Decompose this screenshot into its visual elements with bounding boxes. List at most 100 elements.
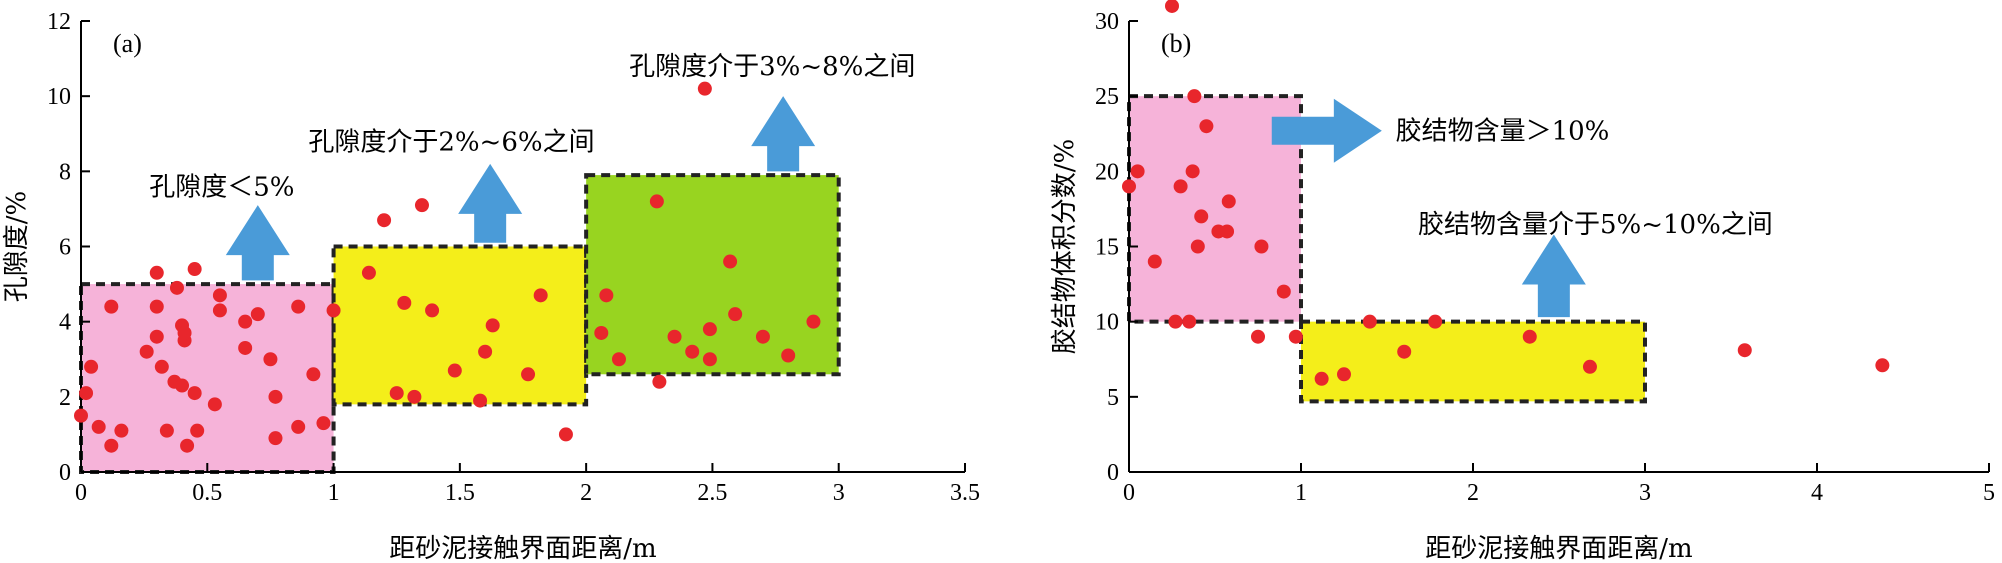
data-point xyxy=(361,265,376,280)
data-point xyxy=(91,419,106,434)
data-point xyxy=(599,288,614,303)
y-axis-title: 胶结物体积分数/% xyxy=(1050,139,1080,354)
data-point xyxy=(649,194,664,209)
data-point xyxy=(389,386,404,401)
data-point xyxy=(212,288,227,303)
data-point xyxy=(1194,209,1209,224)
y-tick-label: 2 xyxy=(59,385,71,411)
data-point xyxy=(238,314,253,329)
data-point xyxy=(154,359,169,374)
data-point xyxy=(238,340,253,355)
data-point xyxy=(1187,89,1202,104)
x-tick-label: 3 xyxy=(833,480,845,506)
data-point xyxy=(1190,239,1205,254)
x-tick-label: 1 xyxy=(1295,480,1307,506)
x-tick-label: 0 xyxy=(1123,480,1135,506)
panel-label: (a) xyxy=(113,29,142,58)
data-point xyxy=(1737,343,1752,358)
data-point xyxy=(1199,119,1214,134)
data-point xyxy=(149,265,164,280)
data-point xyxy=(447,363,462,378)
y-tick-label: 25 xyxy=(1095,84,1119,110)
data-point xyxy=(291,419,306,434)
data-point xyxy=(1522,329,1537,344)
data-point xyxy=(1122,179,1136,194)
data-point xyxy=(1276,284,1291,299)
arrow-right-icon xyxy=(1271,98,1382,163)
data-point xyxy=(104,299,119,314)
y-tick-label: 0 xyxy=(59,460,71,486)
arrow-up-icon xyxy=(1521,234,1586,318)
y-tick-label: 30 xyxy=(1095,9,1119,35)
data-point xyxy=(755,329,770,344)
data-point xyxy=(207,397,222,412)
data-point xyxy=(1875,358,1890,373)
data-point xyxy=(533,288,548,303)
data-point xyxy=(594,325,609,340)
y-tick-label: 4 xyxy=(59,310,71,336)
data-point xyxy=(268,389,283,404)
x-tick-label: 2.5 xyxy=(697,480,727,506)
data-point xyxy=(667,329,682,344)
data-point xyxy=(685,344,700,359)
data-point xyxy=(1130,164,1145,179)
data-point xyxy=(187,386,202,401)
data-point xyxy=(187,262,202,277)
data-point xyxy=(806,314,821,329)
data-point xyxy=(702,322,717,337)
data-point xyxy=(1185,164,1200,179)
data-point xyxy=(611,352,626,367)
data-point xyxy=(1288,329,1303,344)
x-tick-label: 2 xyxy=(580,480,592,506)
data-point xyxy=(74,408,88,423)
data-point xyxy=(1165,0,1179,13)
data-point xyxy=(263,352,278,367)
data-point xyxy=(177,325,192,340)
data-point xyxy=(149,299,164,314)
panel-a: 0 0.5 1 1.5 2 2.5 3 3.5 0 2 4 6 8 10 12 距砂泥接触界面距离/m 孔隙度/… xyxy=(2,9,980,563)
data-point xyxy=(1168,314,1183,329)
y-axis-title: 孔隙度/% xyxy=(2,191,32,302)
data-point xyxy=(250,307,265,322)
data-point xyxy=(212,303,227,318)
data-point xyxy=(1147,254,1162,269)
x-axis-title: 距砂泥接触界面距离/m xyxy=(389,534,656,563)
data-point xyxy=(1397,344,1412,359)
arrow-up-icon xyxy=(225,205,290,281)
data-point xyxy=(702,352,717,367)
data-point xyxy=(1173,179,1188,194)
data-point xyxy=(558,427,573,442)
data-point xyxy=(114,423,129,438)
data-point xyxy=(306,367,321,382)
data-point xyxy=(781,348,796,363)
data-point xyxy=(159,423,174,438)
data-point xyxy=(407,389,422,404)
data-point xyxy=(149,329,164,344)
data-point xyxy=(175,378,190,393)
x-tick-label: 3 xyxy=(1639,480,1651,506)
data-point xyxy=(139,344,154,359)
annotation-text: 孔隙度介于3%~8%之间 xyxy=(629,52,915,82)
panel-label: (b) xyxy=(1161,29,1191,58)
x-tick-label: 0.5 xyxy=(192,480,222,506)
annotation-text: 胶结物含量＞10% xyxy=(1396,117,1610,147)
data-point xyxy=(1582,359,1597,374)
zone-box xyxy=(584,173,841,377)
annotation-text: 孔隙度＜5% xyxy=(149,172,294,202)
data-point xyxy=(169,280,184,295)
annotation-text: 孔隙度介于2%~6%之间 xyxy=(308,127,594,157)
data-point xyxy=(425,303,440,318)
x-tick-label: 2 xyxy=(1467,480,1479,506)
x-tick-label: 5 xyxy=(1983,480,1995,506)
data-point xyxy=(84,359,99,374)
data-point xyxy=(1337,367,1351,382)
data-point xyxy=(1362,314,1377,329)
data-point xyxy=(79,386,94,401)
y-tick-label: 20 xyxy=(1095,159,1119,185)
data-point xyxy=(291,299,306,314)
x-axis-title: 距砂泥接触界面距离/m xyxy=(1425,534,1692,563)
data-point xyxy=(1220,224,1235,239)
data-point xyxy=(728,307,743,322)
x-tick-label: 1.5 xyxy=(445,480,475,506)
x-tick-label: 0 xyxy=(75,480,87,506)
